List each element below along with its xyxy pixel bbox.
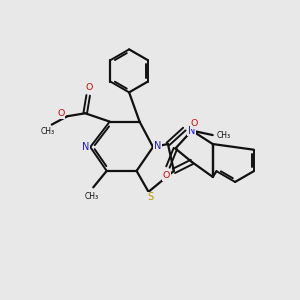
- Text: N: N: [82, 142, 89, 152]
- Text: S: S: [147, 192, 153, 202]
- Text: O: O: [163, 171, 170, 180]
- Text: N: N: [154, 140, 161, 151]
- Text: O: O: [86, 83, 93, 92]
- Text: O: O: [190, 119, 198, 128]
- Text: O: O: [57, 110, 64, 118]
- Text: CH₃: CH₃: [41, 127, 55, 136]
- Text: N: N: [188, 126, 196, 136]
- Text: CH₃: CH₃: [85, 192, 99, 201]
- Text: CH₃: CH₃: [217, 130, 231, 140]
